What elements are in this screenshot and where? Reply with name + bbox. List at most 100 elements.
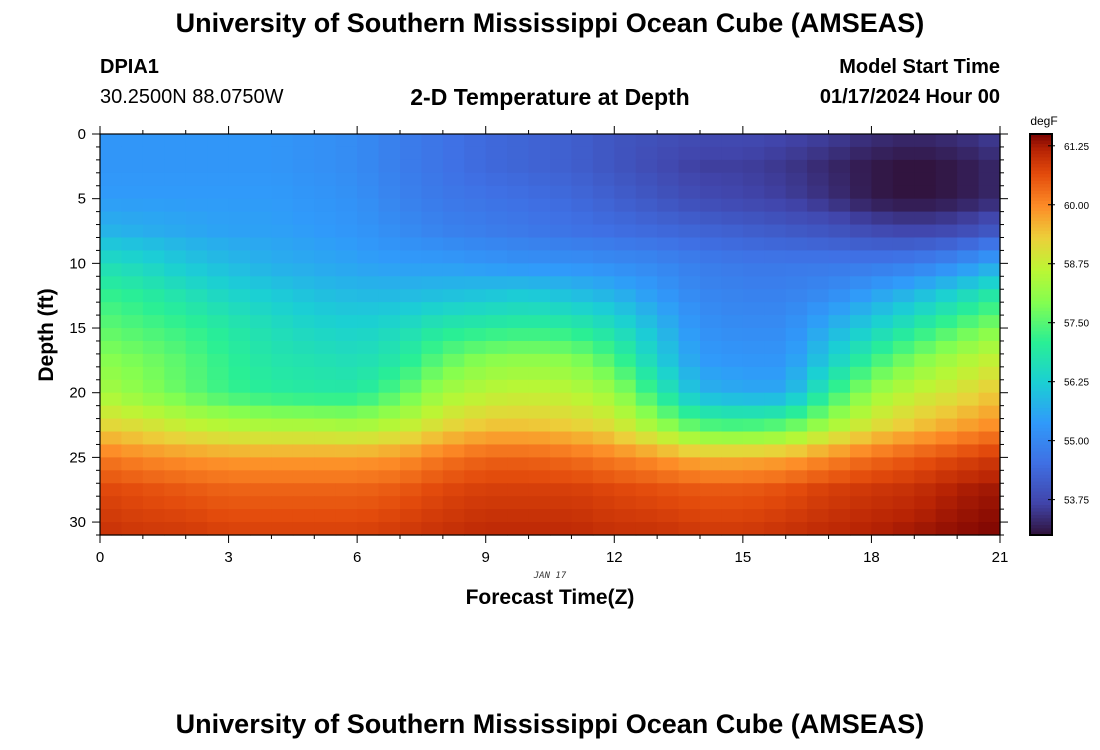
heatmap-cell [721,496,744,510]
heatmap-cell [935,224,958,239]
heatmap-cell [807,496,830,510]
heatmap-cell [142,366,165,381]
heatmap-cell [185,457,208,471]
heatmap-cell [914,366,937,381]
heatmap-cell [871,185,894,200]
heatmap-cell [742,366,765,381]
heatmap-cell [142,379,165,394]
heatmap-cell [100,496,123,510]
colorbar-segment [1030,377,1052,382]
heatmap-cell [485,224,508,239]
heatmap-cell [335,302,358,316]
heatmap-cell [764,172,787,187]
heatmap-cell [142,250,165,264]
heatmap-cell [357,418,380,433]
heatmap-cell [164,509,187,523]
heatmap-cell [700,392,723,407]
heatmap-cell [228,418,251,433]
heatmap-cell [164,340,187,355]
heatmap-cell [142,418,165,433]
heatmap-cell [635,457,658,471]
heatmap-cell [335,366,358,381]
heatmap-cell [764,405,787,420]
heatmap-cell [935,328,958,342]
heatmap-cell [592,496,615,510]
heatmap-cell [678,405,701,420]
heatmap-cell [657,418,680,433]
heatmap-cell [378,237,401,252]
heatmap-cell [292,185,315,200]
heatmap-cell [100,198,123,213]
heatmap-cell [892,405,915,420]
heatmap-cell [850,522,873,536]
heatmap-cell [871,302,894,316]
heatmap-cell [785,263,808,277]
heatmap-cell [700,444,723,458]
heatmap-cell [678,457,701,471]
heatmap-cell [528,328,551,342]
heatmap-cell [271,418,294,433]
heatmap-cell [764,211,787,226]
heatmap-cell [592,405,615,420]
heatmap-cell [400,237,423,252]
heatmap-cell [635,470,658,484]
heatmap-cell [957,353,980,368]
heatmap-cell [828,496,851,510]
colorbar-segment [1030,444,1052,449]
heatmap-cell [314,211,337,226]
heatmap-cell [614,379,637,394]
heatmap-cell [871,237,894,252]
heatmap-cell [400,353,423,368]
heatmap-cell [592,315,615,329]
heatmap-cell [614,237,637,252]
heatmap-cell [442,405,465,420]
heatmap-cell [271,250,294,264]
heatmap-cell [185,405,208,420]
heatmap-cell [485,366,508,381]
heatmap-cell [164,134,187,148]
heatmap-cell [657,328,680,342]
colorbar-segment [1030,431,1052,436]
heatmap-cell [100,379,123,394]
colorbar-segment [1030,454,1052,459]
heatmap-cell [700,522,723,536]
colorbar-segment [1030,240,1052,245]
heatmap-cell [657,457,680,471]
heatmap-cell [164,315,187,329]
heatmap-cell [164,444,187,458]
heatmap-cell [892,522,915,536]
heatmap-cell [657,315,680,329]
heatmap-cell [228,250,251,264]
heatmap-cell [228,211,251,226]
heatmap-cell [571,353,594,368]
heatmap-cell [442,263,465,277]
heatmap-cell [614,509,637,523]
colorbar-segment [1030,504,1052,509]
heatmap-cell [314,315,337,329]
colorbar-segment [1030,471,1052,476]
colorbar-segment [1030,327,1052,332]
heatmap-cell [571,315,594,329]
heatmap-cell [185,431,208,446]
heatmap-cell [550,431,573,446]
heatmap-cell [528,276,551,290]
heatmap-cell [935,250,958,264]
heatmap-cell [828,146,851,161]
heatmap-cell [121,315,144,329]
heatmap-cell [528,198,551,213]
heatmap-cell [421,509,444,523]
heatmap-cell [507,185,530,200]
heatmap-cell [507,211,530,226]
heatmap-cell [635,134,658,148]
heatmap-cell [207,185,230,200]
heatmap-cell [935,302,958,316]
heatmap-cell [292,211,315,226]
date-label: JAN 17 [533,571,567,581]
y-axis-label: Depth (ft) [35,288,58,381]
colorbar-segment [1030,408,1052,412]
heatmap-cell [550,146,573,161]
heatmap-cell [742,315,765,329]
heatmap-cell [528,224,551,239]
heatmap-cell [978,418,1001,433]
heatmap-cell [357,263,380,277]
